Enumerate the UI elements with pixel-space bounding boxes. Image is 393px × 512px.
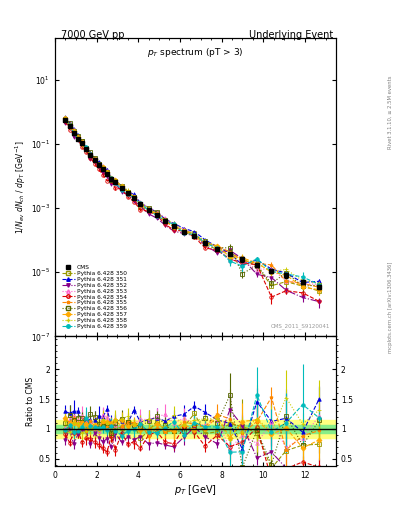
Y-axis label: Ratio to CMS: Ratio to CMS (26, 377, 35, 425)
Text: Underlying Event: Underlying Event (249, 30, 333, 40)
Y-axis label: $1/N_{ev}$ $dN_{ch}$ / $dp_{T}$ [GeV$^{-1}$]: $1/N_{ev}$ $dN_{ch}$ / $dp_{T}$ [GeV$^{-… (14, 140, 28, 234)
X-axis label: $p_{T}$ [GeV]: $p_{T}$ [GeV] (174, 482, 217, 497)
Text: Rivet 3.1.10, ≥ 2.5M events: Rivet 3.1.10, ≥ 2.5M events (388, 76, 393, 150)
Text: mcplots.cern.ch [arXiv:1306.3436]: mcplots.cern.ch [arXiv:1306.3436] (388, 262, 393, 353)
Text: 7000 GeV pp: 7000 GeV pp (61, 30, 125, 40)
Text: $p_{T}$ spectrum (pT > 3): $p_{T}$ spectrum (pT > 3) (147, 46, 244, 59)
Legend: CMS, Pythia 6.428 350, Pythia 6.428 351, Pythia 6.428 352, Pythia 6.428 353, Pyt: CMS, Pythia 6.428 350, Pythia 6.428 351,… (61, 264, 128, 330)
Text: CMS_2011_S9120041: CMS_2011_S9120041 (271, 323, 331, 329)
